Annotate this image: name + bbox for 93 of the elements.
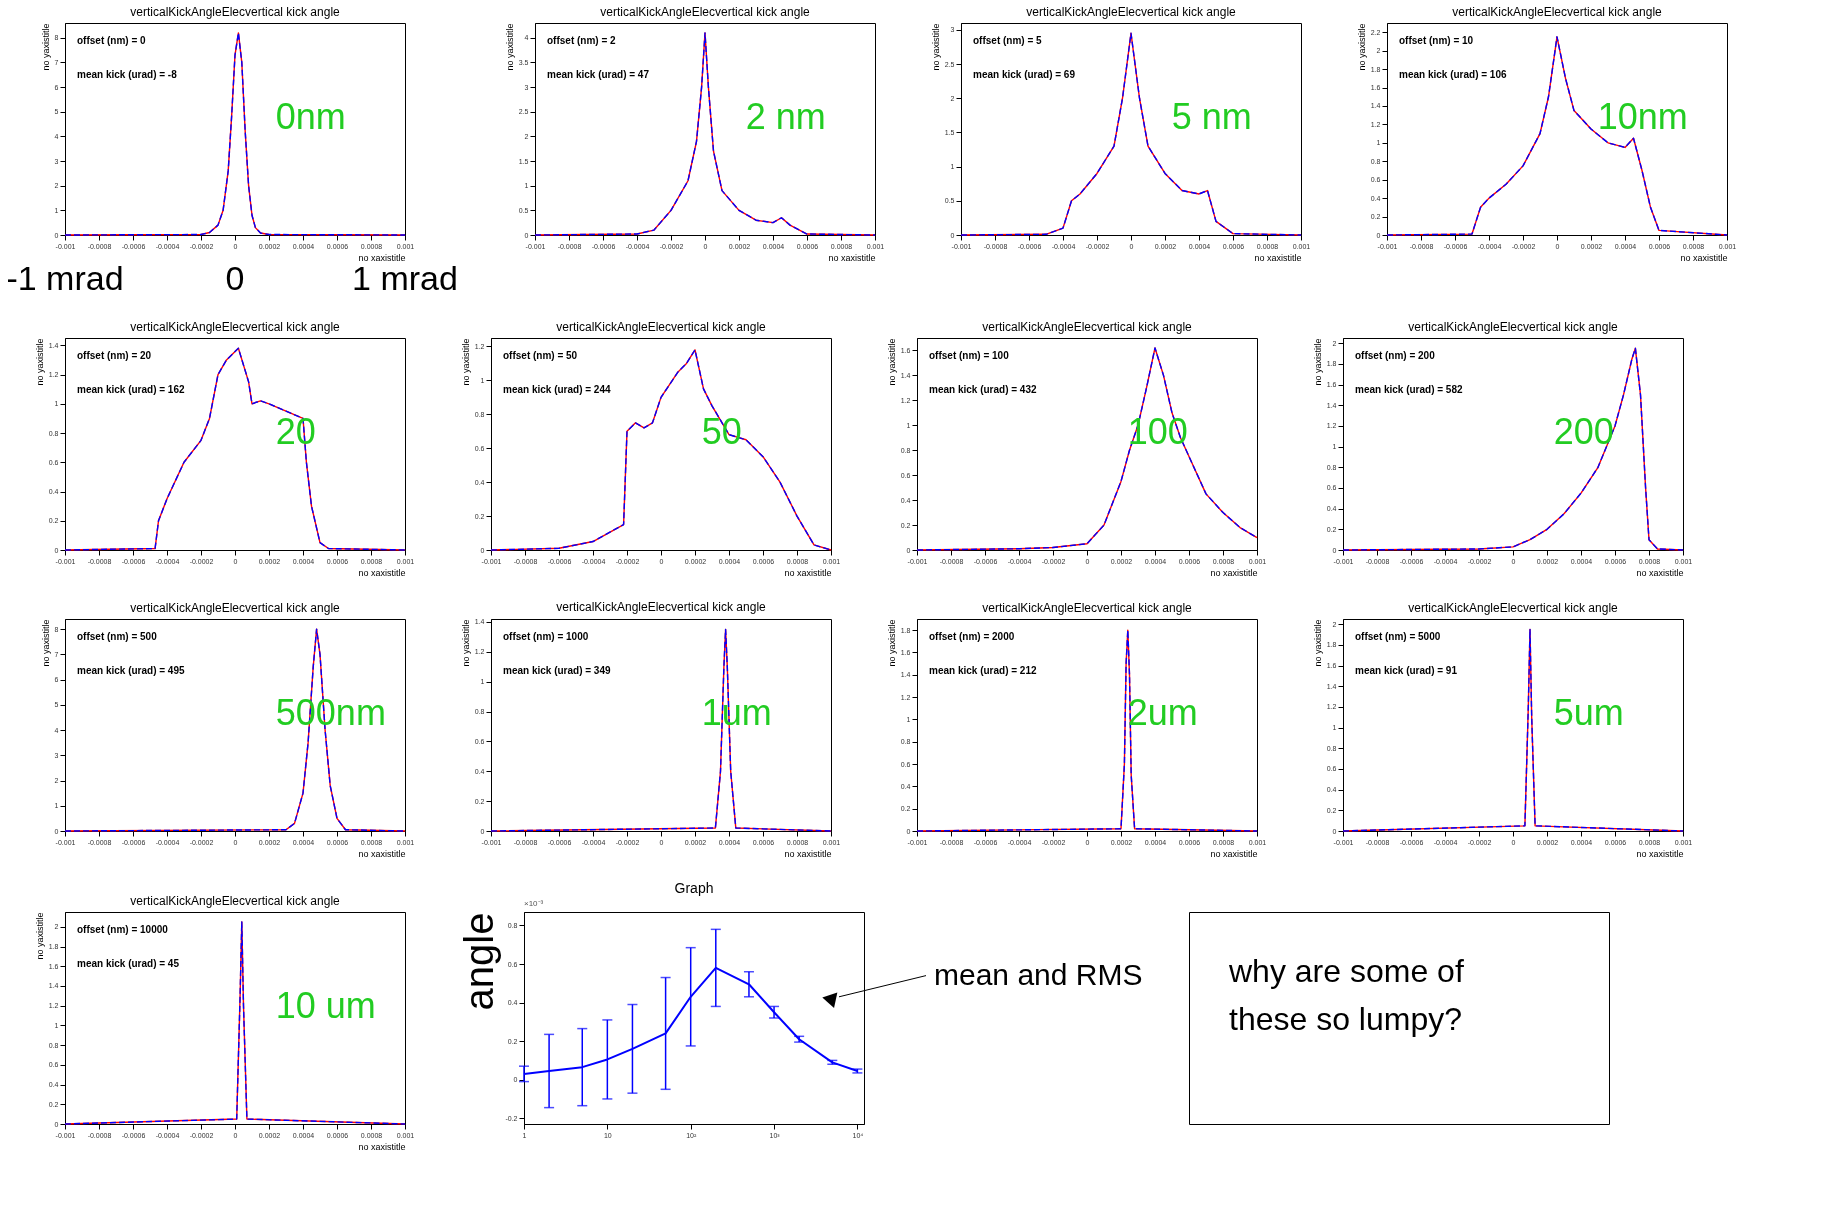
annotation: offset (nm) = 0 (77, 35, 147, 46)
annotation: 0nm (275, 96, 346, 138)
chart-title: verticalKickAngleElecvertical kick angle (1452, 5, 1663, 19)
line-series (1342, 347, 1684, 551)
annotation: 5um (1553, 692, 1624, 734)
x-axis-title: no xaxistitle (1636, 848, 1684, 859)
y-axis-title: no yaxistitle (1312, 619, 1323, 667)
y-axis-title: no yaxistitle (504, 23, 515, 71)
x-axis-title: no xaxistitle (828, 252, 876, 263)
chart-title: Graph (674, 880, 714, 896)
annotation: offset (nm) = 10 (1399, 35, 1474, 46)
annotation: mean kick (urad) = 349 (503, 665, 611, 676)
x-axis-title: no xaxistitle (1254, 252, 1302, 263)
line-series (916, 629, 1258, 832)
line-series (64, 32, 406, 236)
annotation: 200 (1553, 411, 1614, 453)
x-axis-title: no xaxistitle (784, 567, 832, 578)
chart-title: verticalKickAngleElecvertical kick angle (556, 320, 767, 334)
x-axis-title: no xaxistitle (358, 567, 406, 578)
y-axis-title: angle (457, 912, 502, 1011)
y-axis-title: no yaxistitle (34, 338, 45, 386)
annotation: offset (nm) = 10000 (77, 924, 169, 935)
y-axis-title: no yaxistitle (460, 338, 471, 386)
annotation: mean kick (urad) = 495 (77, 665, 185, 676)
annotation: offset (nm) = 2000 (929, 631, 1015, 642)
annotation: mean kick (urad) = 45 (77, 958, 180, 969)
annotation: mean kick (urad) = 582 (1355, 384, 1463, 395)
y-axis-title: no yaxistitle (40, 619, 51, 667)
y-axis-title: no yaxistitle (1356, 23, 1367, 71)
x-axis-title: no xaxistitle (784, 848, 832, 859)
line-series (534, 32, 876, 236)
annotation: offset (nm) = 5 (973, 35, 1043, 46)
line-series (490, 628, 832, 832)
line-series (64, 921, 406, 1125)
annotation: offset (nm) = 2 (547, 35, 617, 46)
y-axis-title: no yaxistitle (886, 619, 897, 667)
text: ×10⁻³ (524, 899, 544, 908)
line-series (1342, 628, 1684, 832)
annotation: mean kick (urad) = 212 (929, 665, 1037, 676)
annotation: offset (nm) = 100 (929, 350, 1010, 361)
annotation: offset (nm) = 500 (77, 631, 158, 642)
x-axis-title: no xaxistitle (1210, 567, 1258, 578)
annotation: offset (nm) = 1000 (503, 631, 589, 642)
annotation: 2 nm (745, 96, 826, 138)
line-series (960, 32, 1302, 236)
x-axis-title: no xaxistitle (358, 252, 406, 263)
chart-title: verticalKickAngleElecvertical kick angle (130, 894, 341, 908)
chart-title: verticalKickAngleElecvertical kick angle (600, 5, 811, 19)
y-axis-title: no yaxistitle (460, 619, 471, 667)
chart-title: verticalKickAngleElecvertical kick angle (982, 601, 1193, 615)
text: -1 mrad (6, 259, 124, 297)
annotation: mean kick (urad) = 432 (929, 384, 1037, 395)
line-series (64, 628, 406, 832)
annotation: offset (nm) = 50 (503, 350, 578, 361)
annotation: offset (nm) = 20 (77, 350, 152, 361)
line-series (64, 347, 406, 551)
annotation: 50 (701, 411, 742, 453)
chart-title: verticalKickAngleElecvertical kick angle (130, 5, 341, 19)
chart-title: verticalKickAngleElecvertical kick angle (1408, 320, 1619, 334)
line-series (490, 349, 832, 551)
chart-title: verticalKickAngleElecvertical kick angle (982, 320, 1193, 334)
annotation: 5 nm (1171, 96, 1252, 138)
line-series (916, 347, 1258, 551)
y-axis-title: no yaxistitle (1312, 338, 1323, 386)
y-axis-title: no yaxistitle (40, 23, 51, 71)
y-axis-title: no yaxistitle (886, 338, 897, 386)
chart-title: verticalKickAngleElecvertical kick angle (556, 599, 767, 614)
line-series (1386, 36, 1728, 236)
chart-title: verticalKickAngleElecvertical kick angle (130, 320, 341, 334)
annotation: mean kick (urad) = 244 (503, 384, 611, 395)
text: mean and RMS (934, 957, 1143, 991)
annotation: 10nm (1597, 96, 1688, 138)
annotation: mean kick (urad) = -8 (77, 69, 178, 80)
annotation: mean kick (urad) = 106 (1399, 69, 1507, 80)
annotation: mean kick (urad) = 69 (973, 69, 1076, 80)
annotation: mean kick (urad) = 162 (77, 384, 185, 395)
annotation: 10 um (275, 985, 376, 1027)
chart-title: verticalKickAngleElecvertical kick angle (1026, 5, 1237, 19)
x-axis-title: no xaxistitle (1636, 567, 1684, 578)
x-axis-title: no xaxistitle (358, 848, 406, 859)
annotation: mean kick (urad) = 47 (547, 69, 650, 80)
annotation: mean kick (urad) = 91 (1355, 665, 1458, 676)
y-axis-title: no yaxistitle (34, 912, 45, 960)
annotation: offset (nm) = 200 (1355, 350, 1436, 361)
x-axis-title: no xaxistitle (358, 1141, 406, 1152)
x-axis-title: no xaxistitle (1210, 848, 1258, 859)
annotation: offset (nm) = 5000 (1355, 631, 1441, 642)
x-axis-title: no xaxistitle (1680, 252, 1728, 263)
chart-title: verticalKickAngleElecvertical kick angle (130, 601, 341, 615)
text: why are some of (1228, 953, 1464, 989)
chart-title: verticalKickAngleElecvertical kick angle (1408, 601, 1619, 615)
text: these so lumpy? (1229, 1001, 1463, 1037)
y-axis-title: no yaxistitle (930, 23, 941, 71)
